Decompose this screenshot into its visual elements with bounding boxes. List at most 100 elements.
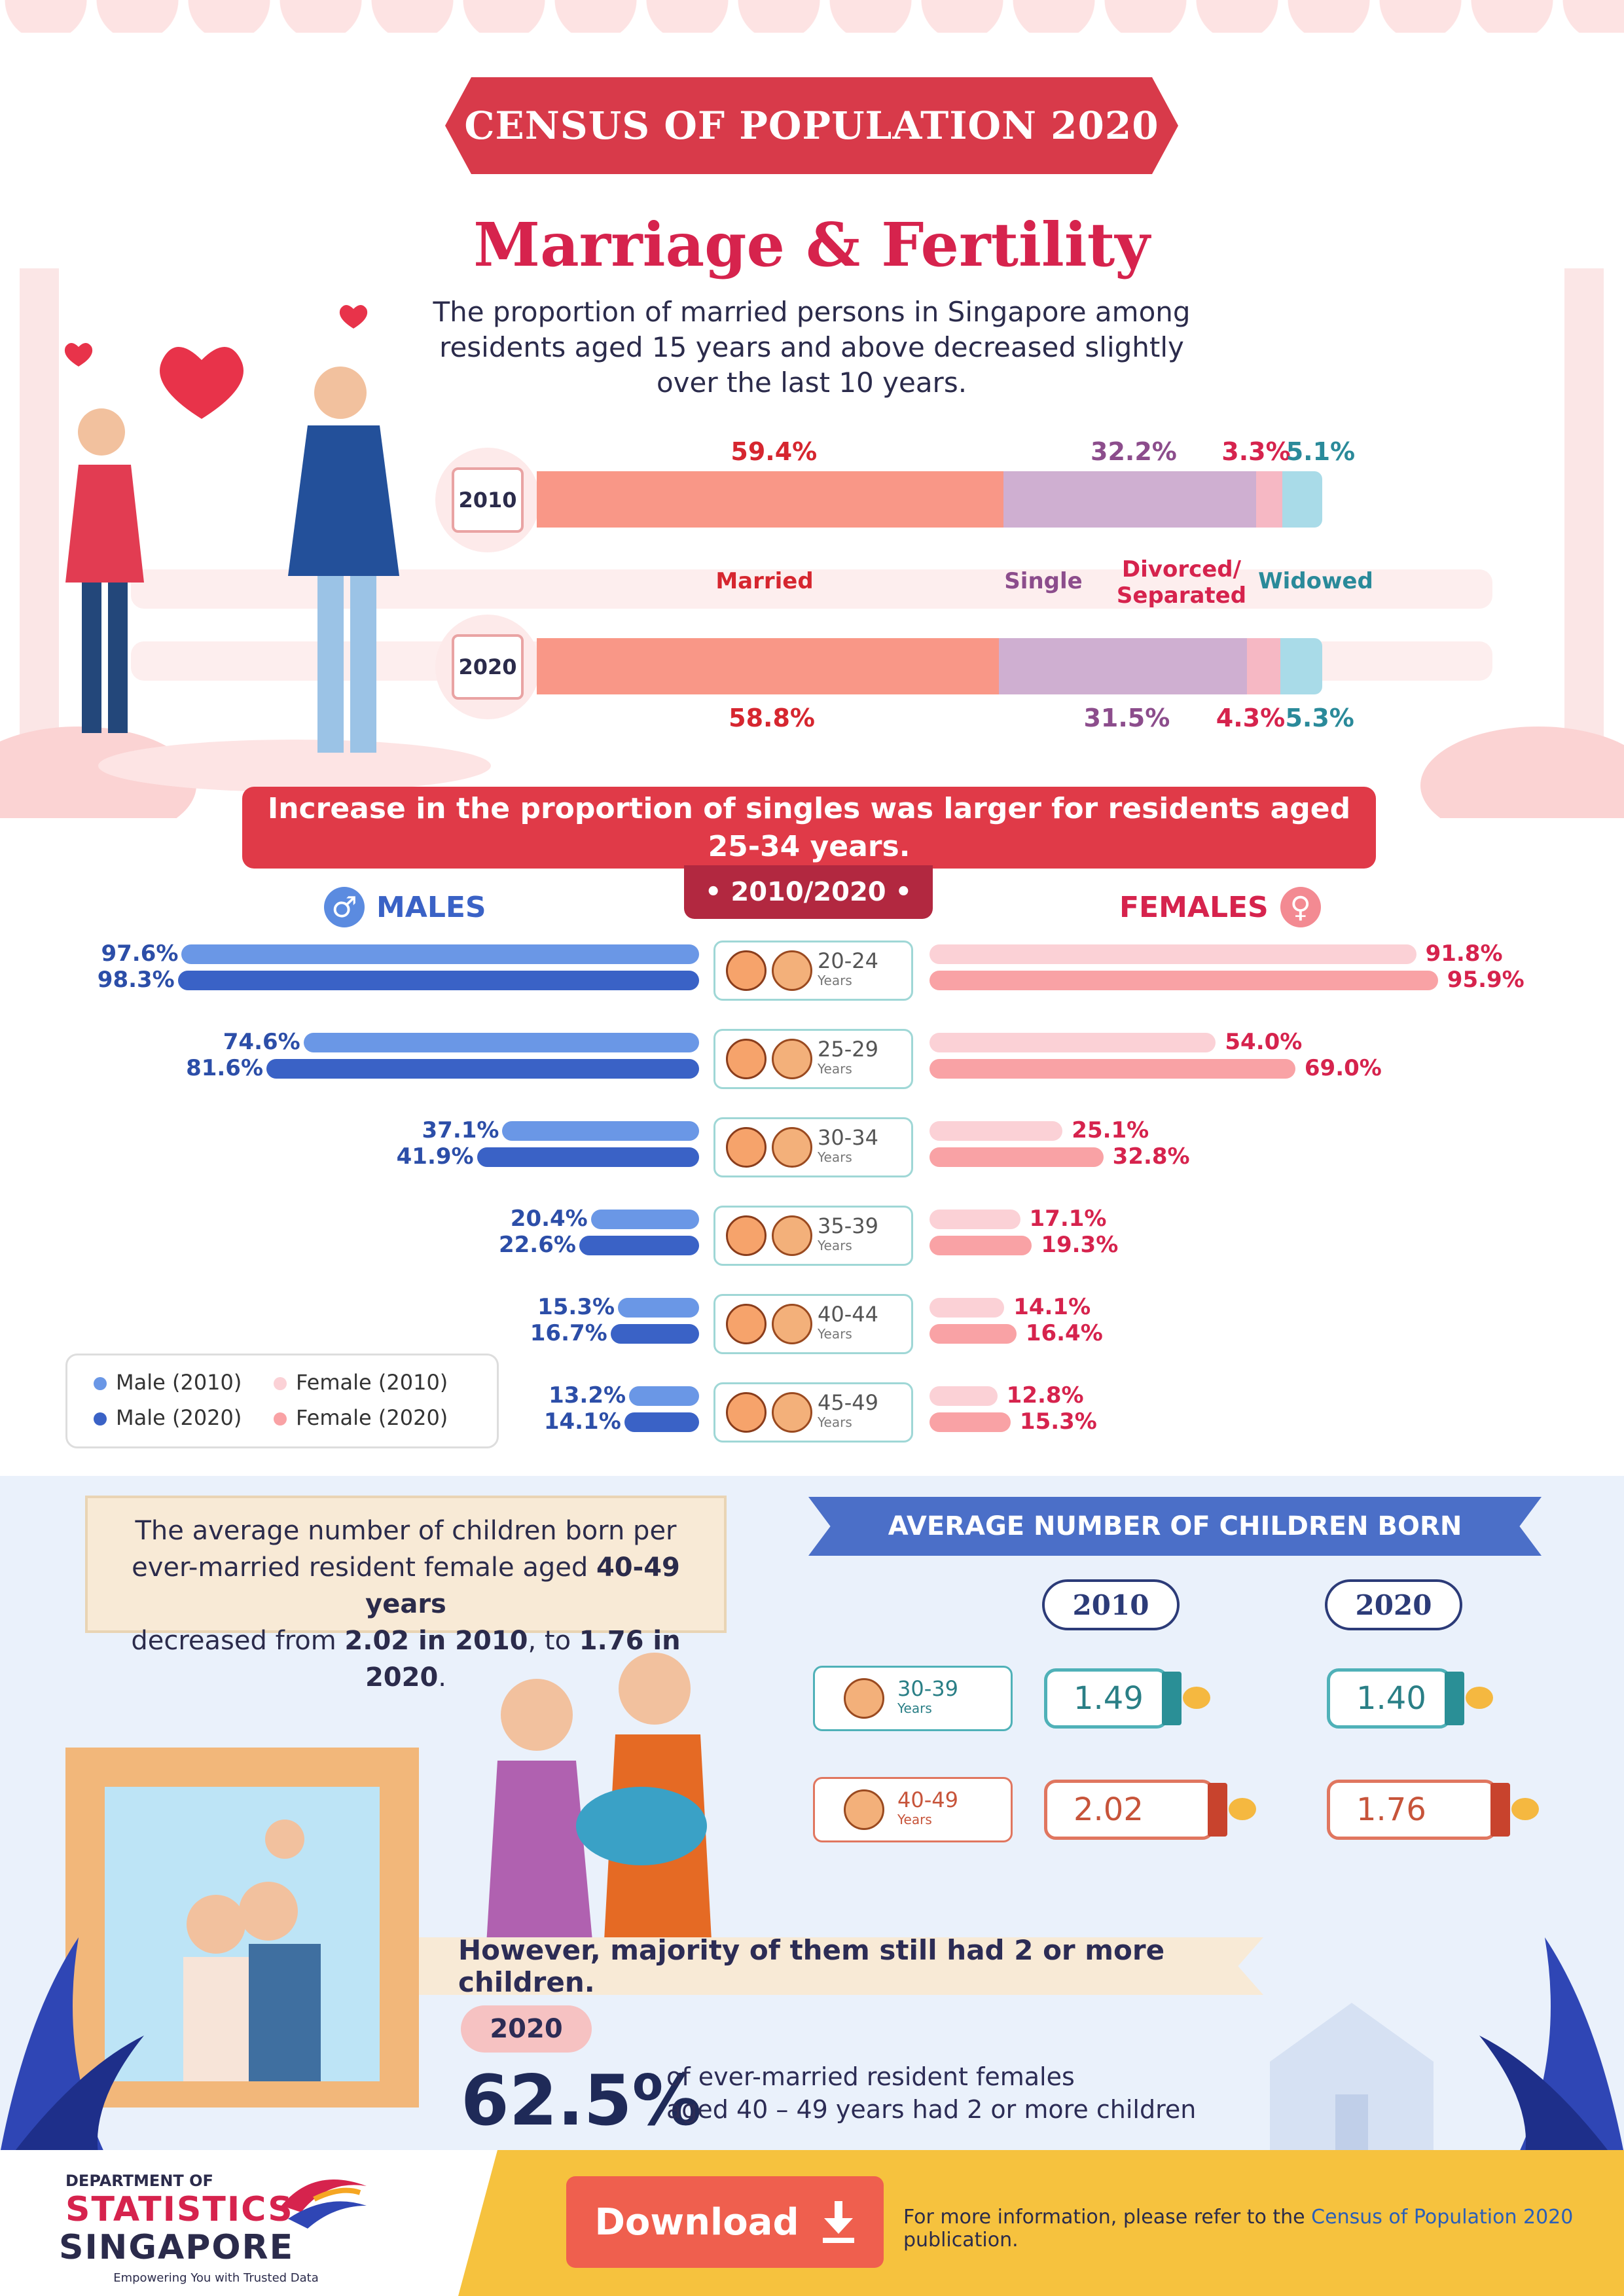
age-text: 25-29 Years bbox=[818, 1039, 878, 1079]
label-m2010-45-49: 13.2% bbox=[549, 1382, 626, 1408]
bottle-nipple bbox=[1183, 1687, 1210, 1709]
age-pill-40-49: 40-49 Years bbox=[813, 1777, 1013, 1842]
males-heading: ♂ MALES bbox=[324, 887, 486, 927]
children-born-banner: AVERAGE NUMBER OF CHILDREN BORN bbox=[808, 1497, 1542, 1556]
label-m2020-20-24: 98.3% bbox=[97, 967, 175, 993]
female-face-icon bbox=[772, 1127, 812, 1168]
bush-right bbox=[1420, 726, 1624, 818]
label-m2020-35-39: 22.6% bbox=[498, 1232, 576, 1258]
woman-body bbox=[65, 465, 144, 583]
label-m2010-30-34: 37.1% bbox=[422, 1117, 499, 1143]
age-unit: Years bbox=[897, 1700, 932, 1716]
bar-f2020-35-39 bbox=[929, 1236, 1032, 1255]
female-face-icon bbox=[844, 1678, 884, 1719]
female-face-icon bbox=[772, 1304, 812, 1344]
bar-m2010-30-34 bbox=[502, 1121, 699, 1141]
male-face-icon bbox=[726, 1215, 767, 1256]
bar-m2010-20-24 bbox=[181, 944, 699, 964]
footer-note: For more information, please refer to th… bbox=[903, 2206, 1574, 2251]
segment-divorced-separated bbox=[1246, 638, 1281, 694]
bar-f2010-40-44 bbox=[929, 1298, 1005, 1318]
plant-right-decoration bbox=[1479, 1937, 1624, 2153]
logo-statistics-text: STATISTICS bbox=[65, 2190, 294, 2229]
bottle-nipple bbox=[1229, 1798, 1256, 1820]
age-box-25-29: 25-29 Years bbox=[713, 1029, 913, 1089]
female-face-icon bbox=[772, 1039, 812, 1079]
age-range: 30-34 bbox=[818, 1125, 878, 1150]
label-m2020-30-34: 41.9% bbox=[396, 1143, 474, 1170]
majority-ribbon: However, majority of them still had 2 or… bbox=[419, 1937, 1263, 1995]
bar-f2010-25-29 bbox=[929, 1033, 1216, 1052]
small-heart-icon bbox=[339, 305, 368, 329]
age-text: 20-24 Years bbox=[818, 950, 878, 990]
male-face-icon bbox=[726, 950, 767, 991]
label-f2010-30-34: 25.1% bbox=[1072, 1117, 1149, 1143]
bottle-40-49-2010: 2.02 bbox=[1044, 1780, 1214, 1840]
bar-m2020-40-44 bbox=[610, 1324, 699, 1344]
heart-icon bbox=[160, 347, 244, 419]
info-line-2: ever-married resident female aged 40-49 … bbox=[132, 1552, 680, 1619]
bar-f2020-20-24 bbox=[929, 971, 1438, 990]
age-range: 30-39 bbox=[897, 1676, 958, 1701]
age-text: 35-39 Years bbox=[818, 1215, 878, 1255]
bar-f2020-25-29 bbox=[929, 1059, 1295, 1079]
male-face-icon bbox=[726, 1039, 767, 1079]
segment-widowed bbox=[1280, 638, 1322, 694]
bottle-30-39-2010: 1.49 bbox=[1044, 1668, 1168, 1729]
info-line-3: decreased from 2.02 in 2010, to 1.76 in … bbox=[131, 1626, 681, 1693]
age-text: 30-34 Years bbox=[818, 1125, 878, 1167]
age-text: 40-44 Years bbox=[818, 1304, 878, 1344]
age-box-35-39: 35-39 Years bbox=[713, 1206, 913, 1266]
label-m2020-25-29: 81.6% bbox=[186, 1055, 264, 1081]
label-f2010-25-29: 54.0% bbox=[1225, 1029, 1303, 1055]
pct-label-2020-0: 58.8% bbox=[729, 704, 815, 732]
bottle-cap bbox=[1208, 1783, 1227, 1837]
big-percentage: 62.5% bbox=[461, 2060, 702, 2141]
age-box-20-24: 20-24 Years bbox=[713, 941, 913, 1001]
male-face-icon bbox=[726, 1392, 767, 1433]
label-m2010-25-29: 74.6% bbox=[223, 1029, 300, 1055]
label-m2010-20-24: 97.6% bbox=[101, 941, 179, 967]
bar-f2010-30-34 bbox=[929, 1121, 1063, 1141]
label-m2020-45-49: 14.1% bbox=[543, 1408, 621, 1435]
year-pill-2020: 2020 bbox=[1325, 1579, 1462, 1630]
big-desc-line-1: of ever-married resident females bbox=[666, 2062, 1075, 2091]
label-f2010-20-24: 91.8% bbox=[1425, 941, 1503, 967]
bar-m2010-35-39 bbox=[590, 1210, 699, 1229]
age-range: 45-49 bbox=[818, 1390, 878, 1415]
label-f2020-25-29: 69.0% bbox=[1304, 1055, 1382, 1081]
bar-m2020-35-39 bbox=[579, 1236, 699, 1255]
man-body bbox=[288, 425, 399, 576]
calendar-badge-2010: 2010 bbox=[435, 448, 540, 552]
bar-f2020-45-49 bbox=[929, 1412, 1011, 1432]
lamp-post-left bbox=[20, 268, 59, 818]
singles-banner: Increase in the proportion of singles wa… bbox=[242, 787, 1376, 869]
male-icon: ♂ bbox=[324, 887, 365, 927]
census-publication-link[interactable]: Census of Population 2020 bbox=[1311, 2206, 1574, 2229]
baby-bundle bbox=[576, 1787, 707, 1865]
age-unit: Years bbox=[818, 1238, 852, 1253]
bar-f2020-40-44 bbox=[929, 1324, 1017, 1344]
females-heading: FEMALES ♀ bbox=[1119, 887, 1321, 927]
segment-married bbox=[537, 638, 1000, 694]
bottle-cap bbox=[1162, 1672, 1182, 1725]
father-head bbox=[619, 1653, 691, 1725]
download-button[interactable]: Download bbox=[566, 2176, 884, 2268]
age-unit: Years bbox=[818, 973, 852, 988]
label-m2010-35-39: 20.4% bbox=[510, 1206, 588, 1232]
calendar-year: 2020 bbox=[452, 634, 524, 700]
female-icon: ♀ bbox=[1280, 887, 1321, 927]
calendar-year: 2010 bbox=[452, 467, 524, 533]
age-box-45-49: 45-49 Years bbox=[713, 1382, 913, 1443]
age-range: 25-29 bbox=[818, 1037, 878, 1062]
age-text: 45-49 Years bbox=[818, 1390, 878, 1432]
bottle-value: 1.40 bbox=[1356, 1680, 1426, 1717]
house-decoration bbox=[1270, 2003, 1434, 2150]
pct-label-2010-1: 32.2% bbox=[1091, 437, 1177, 466]
bottle-value: 1.76 bbox=[1356, 1791, 1426, 1828]
bottle-value: 1.49 bbox=[1074, 1680, 1144, 1717]
label-f2020-30-34: 32.8% bbox=[1112, 1143, 1190, 1170]
pct-label-2010-2: 3.3% bbox=[1221, 437, 1291, 466]
woman-head bbox=[78, 408, 125, 456]
age-box-40-44: 40-44 Years bbox=[713, 1294, 913, 1354]
